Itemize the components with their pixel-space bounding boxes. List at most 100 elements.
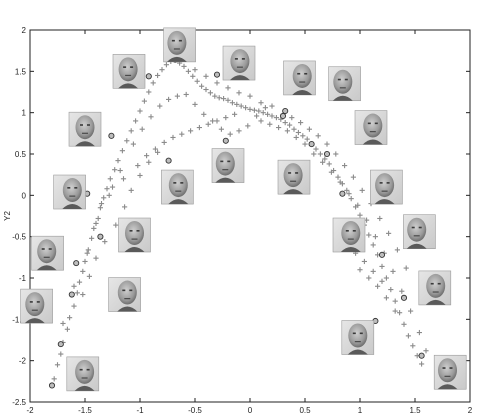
highlighted-point	[339, 190, 346, 197]
data-point	[269, 103, 275, 109]
data-point	[58, 351, 64, 357]
data-point	[117, 167, 123, 174]
data-point	[104, 186, 110, 192]
data-point	[64, 326, 70, 332]
data-point	[102, 239, 108, 245]
data-point	[174, 93, 180, 99]
data-point	[359, 187, 365, 193]
data-point	[304, 136, 310, 142]
data-point	[302, 141, 308, 147]
data-point	[216, 95, 222, 101]
data-point	[80, 268, 86, 274]
data-point	[214, 118, 220, 124]
data-point	[289, 115, 295, 121]
data-point	[135, 162, 141, 169]
data-point	[423, 348, 429, 354]
data-point	[366, 275, 372, 281]
data-point	[194, 78, 200, 84]
plot-area	[29, 29, 471, 403]
data-point	[185, 68, 191, 74]
face-photo-icon	[277, 159, 311, 195]
data-point	[269, 113, 275, 119]
data-point	[326, 161, 332, 167]
data-point	[85, 247, 91, 253]
data-point	[107, 176, 113, 182]
data-point	[254, 113, 260, 119]
data-point	[144, 153, 150, 159]
data-point	[67, 315, 73, 321]
highlighted-point	[308, 141, 315, 148]
data-point	[346, 191, 352, 197]
data-point	[137, 108, 143, 114]
data-point	[317, 151, 323, 157]
data-point	[234, 101, 240, 107]
data-point	[119, 148, 125, 154]
x-tick-label: 0	[248, 406, 253, 415]
data-point	[161, 139, 167, 146]
data-point	[155, 72, 161, 79]
data-point	[54, 362, 61, 368]
data-point	[238, 103, 244, 109]
data-point	[155, 149, 161, 155]
highlighted-point	[418, 352, 425, 359]
data-point	[76, 279, 83, 285]
y-tick-label: 1.5	[15, 67, 27, 76]
data-point	[150, 80, 156, 86]
data-point	[328, 169, 334, 175]
data-point	[383, 275, 389, 281]
data-point	[394, 247, 400, 253]
data-point	[397, 310, 403, 316]
data-point	[212, 93, 218, 99]
face-photo-icon	[20, 288, 53, 324]
data-point	[320, 159, 326, 165]
y-tick-label: 0	[22, 191, 27, 200]
highlighted-point	[73, 260, 80, 267]
data-point	[124, 138, 130, 144]
x-tick-label: 1.5	[409, 406, 421, 415]
highlighted-point	[279, 112, 287, 120]
data-point	[357, 267, 363, 273]
data-point	[199, 83, 205, 89]
data-point	[370, 242, 376, 248]
data-point	[357, 212, 363, 218]
data-point	[361, 258, 367, 265]
data-point	[98, 201, 105, 207]
data-point	[344, 187, 350, 193]
face-photo-icon	[53, 174, 86, 210]
face-photo-icon	[328, 66, 361, 102]
face-photo-icon	[31, 235, 64, 271]
data-point	[388, 286, 394, 293]
data-point	[122, 204, 128, 210]
data-point	[106, 192, 112, 198]
data-point	[101, 195, 107, 201]
data-point	[71, 283, 77, 289]
data-point	[379, 263, 385, 270]
data-point	[97, 205, 103, 211]
data-point	[130, 141, 136, 147]
data-point	[225, 97, 231, 103]
data-point	[260, 110, 266, 116]
x-tick-label: 2	[468, 406, 473, 415]
data-point	[258, 100, 264, 106]
data-point	[295, 129, 301, 136]
y-tick-label: -0.5	[12, 233, 26, 242]
highlighted-point	[213, 71, 221, 78]
face-photo-icon	[161, 169, 194, 205]
data-point	[247, 93, 253, 99]
data-point	[179, 131, 185, 137]
face-photo-icon	[222, 45, 256, 81]
data-point	[146, 159, 152, 165]
data-point	[93, 255, 99, 261]
highlighted-point	[323, 150, 331, 158]
data-point	[93, 220, 99, 227]
data-point	[192, 67, 198, 73]
face-photo-icon	[433, 354, 467, 390]
data-point	[375, 283, 381, 289]
data-point	[214, 80, 220, 86]
data-point	[306, 126, 312, 132]
data-point	[95, 215, 101, 222]
data-point	[342, 162, 348, 169]
face-photo-icon	[163, 27, 196, 63]
data-point	[333, 151, 339, 157]
highlighted-point	[400, 294, 408, 301]
